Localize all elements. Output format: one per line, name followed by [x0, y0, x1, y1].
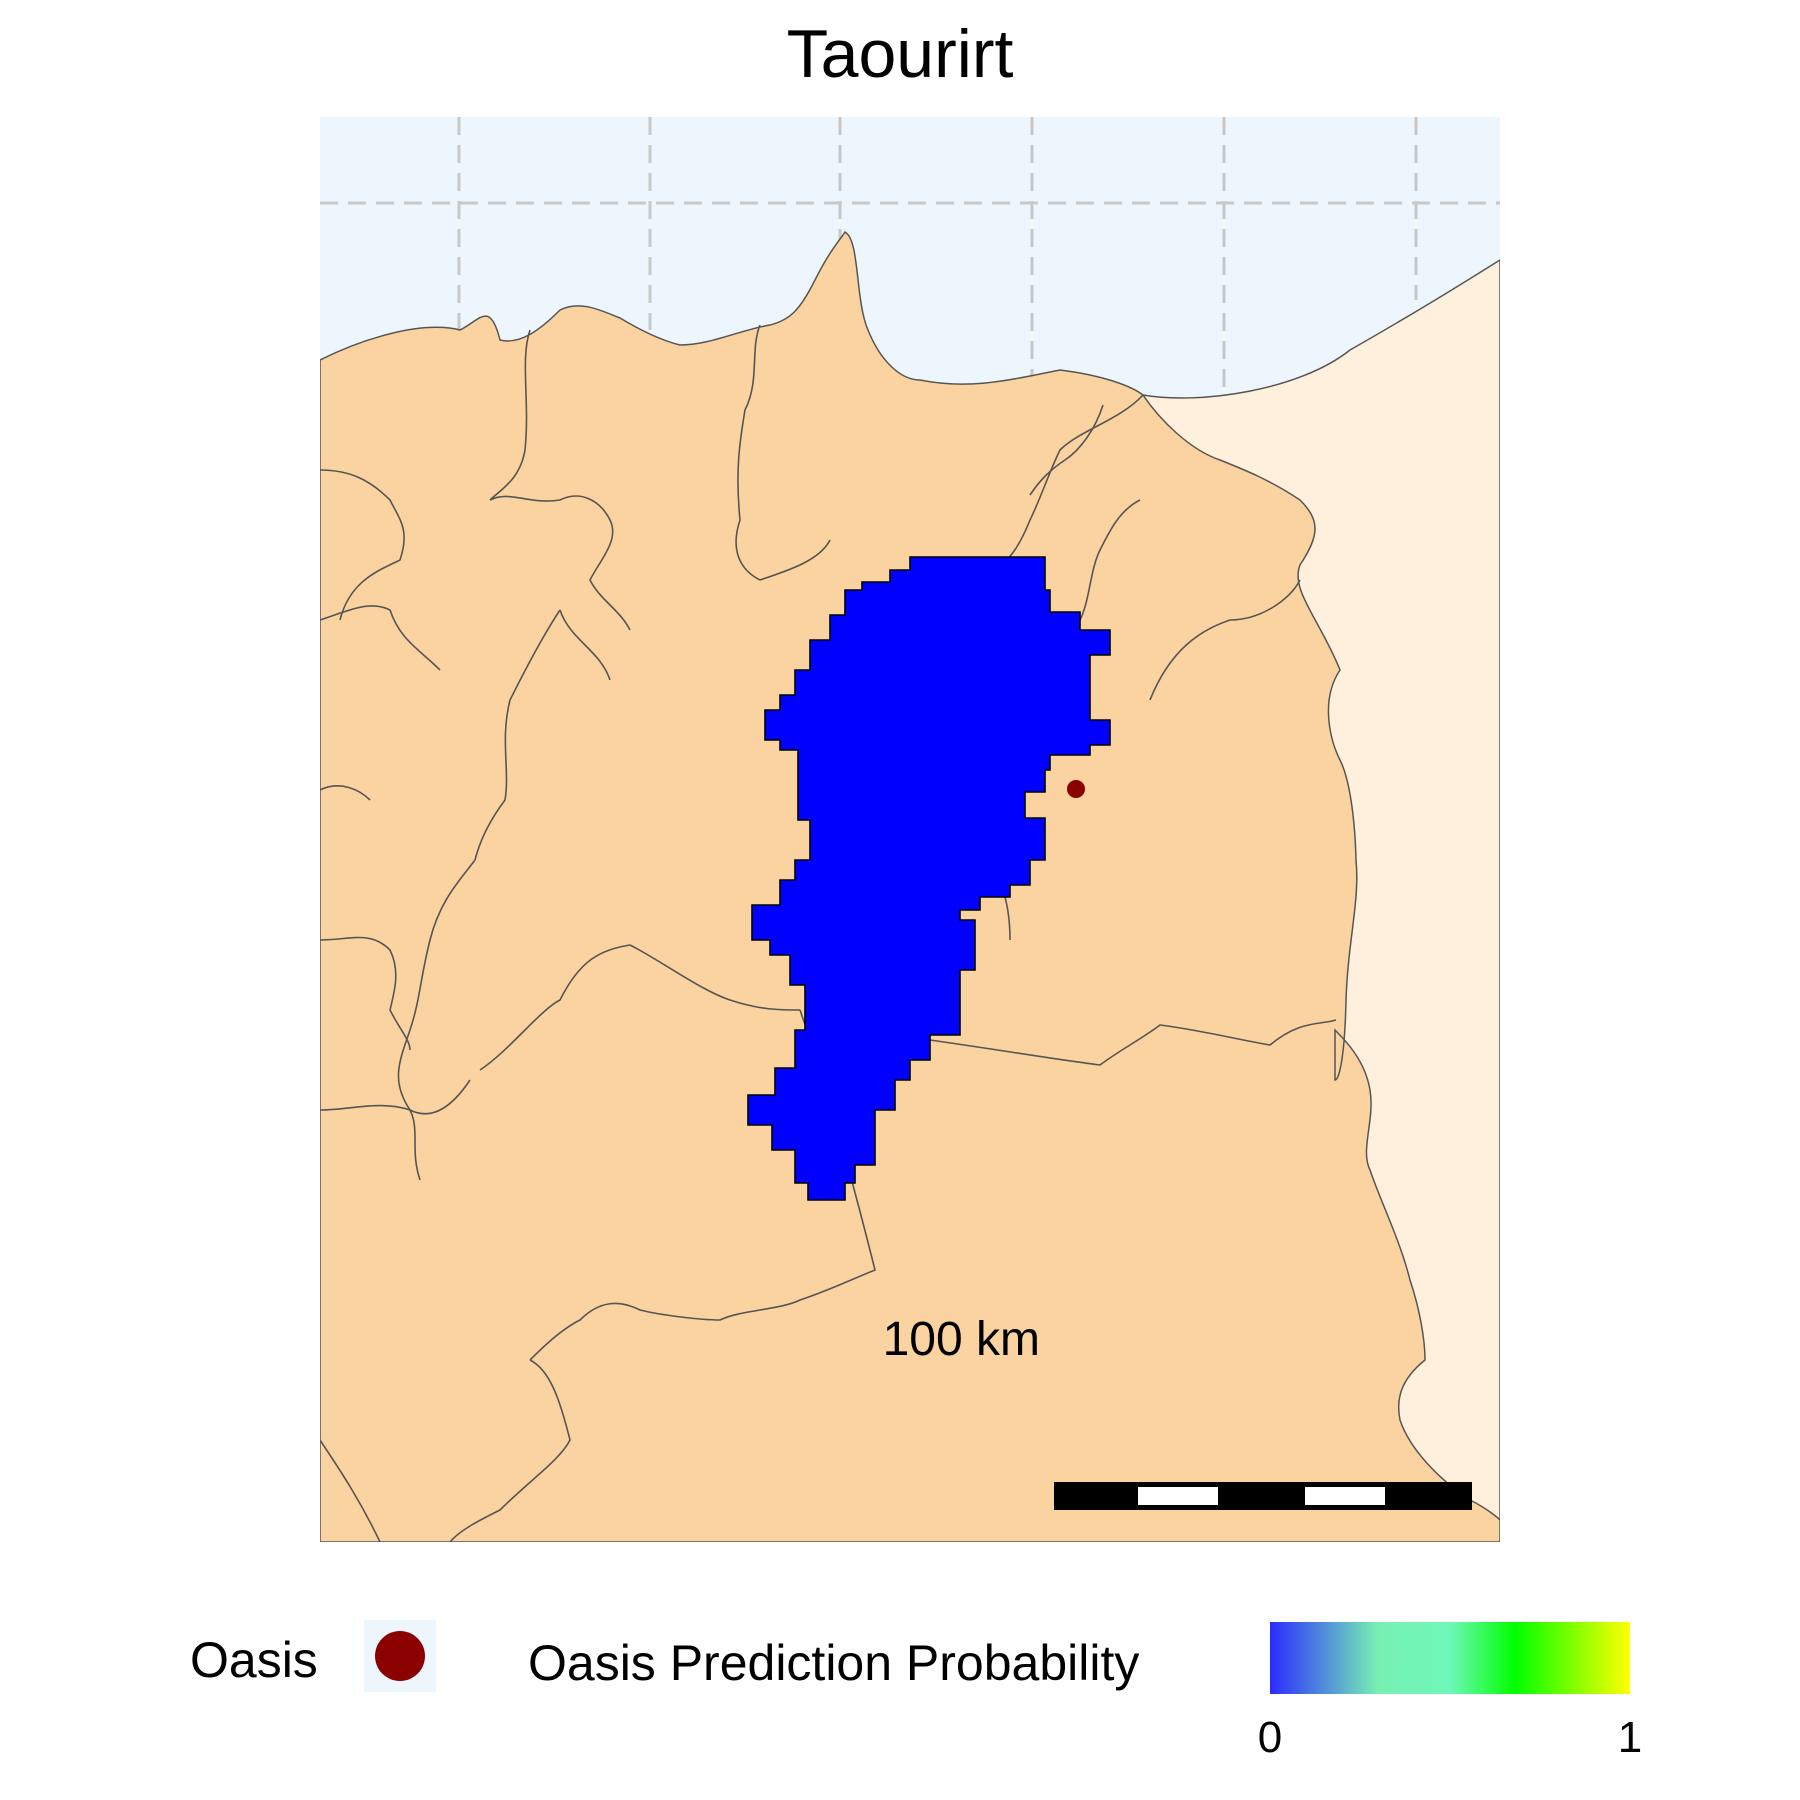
colorbar-min-label: 0: [1257, 1713, 1283, 1762]
predicted-oasis-area: [747, 556, 1111, 1201]
scale-bar-label: 100 km: [882, 1313, 1040, 1366]
legend-oasis-label: Oasis: [190, 1632, 318, 1688]
scale-bar: [1054, 1482, 1472, 1510]
colorbar-max-label: 1: [1617, 1713, 1643, 1762]
legend-probability-label: Oasis Prediction Probability: [528, 1635, 1140, 1691]
map-title: Taourirt: [786, 16, 1014, 92]
probability-colorbar: [1270, 1622, 1630, 1694]
legend-oasis-dot: [375, 1631, 425, 1681]
oasis-location-point[interactable]: [1067, 780, 1085, 798]
legend-oasis-key: [364, 1620, 436, 1692]
